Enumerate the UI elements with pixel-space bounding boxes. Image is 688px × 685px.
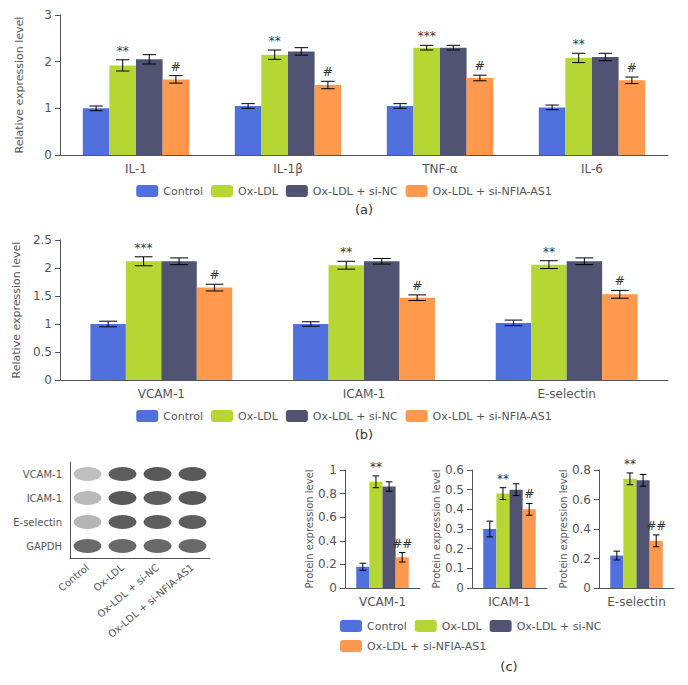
- svg-text:0.2: 0.2: [445, 542, 464, 556]
- svg-text:#: #: [475, 59, 485, 73]
- svg-text:0.5: 0.5: [445, 483, 464, 497]
- svg-text:0.8: 0.8: [318, 487, 337, 501]
- svg-text:**: **: [370, 460, 382, 474]
- svg-text:***: ***: [418, 29, 436, 43]
- svg-text:2.5: 2.5: [33, 233, 52, 247]
- svg-text:0: 0: [44, 148, 52, 162]
- svg-text:Control: Control: [163, 410, 203, 423]
- svg-text:Ox-LDL + si-NFIA-AS1: Ox-LDL + si-NFIA-AS1: [433, 185, 552, 198]
- svg-text:Protein expression level: Protein expression level: [558, 469, 569, 588]
- svg-text:Ox-LDL + si-NC: Ox-LDL + si-NC: [517, 620, 602, 633]
- svg-text:**: **: [340, 245, 352, 259]
- svg-text:ICAM-1: ICAM-1: [27, 493, 62, 504]
- svg-text:#: #: [412, 279, 422, 293]
- svg-text:Relative expression level: Relative expression level: [13, 17, 26, 154]
- svg-text:IL-1: IL-1: [125, 162, 147, 176]
- svg-text:E-selectin: E-selectin: [607, 595, 666, 609]
- svg-text:**: **: [117, 44, 129, 58]
- svg-text:0.3: 0.3: [445, 522, 464, 536]
- svg-text:Ox-LDL + si-NC: Ox-LDL + si-NC: [313, 185, 398, 198]
- svg-text:Ox-LDL + si-NC: Ox-LDL + si-NC: [313, 410, 398, 423]
- svg-text:Ox-LDL + si-NFIA-AS1: Ox-LDL + si-NFIA-AS1: [106, 562, 196, 640]
- svg-text:0: 0: [583, 581, 591, 595]
- svg-text:IL-6: IL-6: [581, 162, 603, 176]
- svg-text:Control: Control: [163, 185, 203, 198]
- svg-text:#: #: [524, 487, 534, 501]
- svg-text:TNF-α: TNF-α: [421, 162, 458, 176]
- svg-text:Control: Control: [56, 562, 91, 594]
- svg-text:0.4: 0.4: [318, 534, 337, 548]
- svg-text:0.4: 0.4: [572, 522, 591, 536]
- svg-text:0.1: 0.1: [445, 561, 464, 575]
- svg-text:E-selectin: E-selectin: [537, 387, 596, 401]
- svg-text:#: #: [615, 274, 625, 288]
- svg-text:Protein expression level: Protein expression level: [431, 469, 442, 588]
- svg-text:2: 2: [44, 261, 52, 275]
- svg-text:0.2: 0.2: [318, 557, 337, 571]
- svg-text:VCAM-1: VCAM-1: [359, 595, 406, 609]
- svg-text:**: **: [573, 37, 585, 51]
- svg-text:**: **: [269, 34, 281, 48]
- svg-text:Ox-LDL: Ox-LDL: [238, 185, 279, 198]
- svg-text:Ox-LDL + si-NFIA-AS1: Ox-LDL + si-NFIA-AS1: [367, 640, 486, 653]
- svg-text:0.8: 0.8: [572, 463, 591, 477]
- svg-text:IL-1β: IL-1β: [273, 162, 303, 176]
- svg-text:Protein expression level: Protein expression level: [304, 469, 315, 588]
- svg-text:VCAM-1: VCAM-1: [23, 469, 62, 480]
- svg-text:Ox-LDL + si-NFIA-AS1: Ox-LDL + si-NFIA-AS1: [433, 410, 552, 423]
- svg-text:(b): (b): [355, 427, 373, 442]
- svg-text:GAPDH: GAPDH: [26, 541, 62, 552]
- svg-text:##: ##: [392, 537, 412, 551]
- svg-text:0: 0: [44, 373, 52, 387]
- svg-text:ICAM-1: ICAM-1: [343, 387, 385, 401]
- svg-text:E-selectin: E-selectin: [13, 517, 62, 528]
- svg-text:0.5: 0.5: [33, 345, 52, 359]
- svg-text:#: #: [627, 61, 637, 75]
- svg-text:3: 3: [44, 8, 52, 22]
- svg-text:#: #: [210, 268, 220, 282]
- svg-text:1.5: 1.5: [33, 289, 52, 303]
- svg-text:0: 0: [456, 581, 464, 595]
- svg-text:#: #: [171, 60, 181, 74]
- svg-text:1: 1: [44, 317, 52, 331]
- svg-text:**: **: [543, 245, 555, 259]
- svg-text:**: **: [624, 457, 636, 471]
- svg-text:Ox-LDL: Ox-LDL: [238, 410, 279, 423]
- svg-text:ICAM-1: ICAM-1: [488, 595, 530, 609]
- svg-text:(c): (c): [500, 659, 517, 674]
- svg-text:Control: Control: [367, 620, 407, 633]
- svg-text:0.6: 0.6: [318, 510, 337, 524]
- svg-text:Ox-LDL: Ox-LDL: [442, 620, 483, 633]
- svg-text:2: 2: [44, 55, 52, 69]
- svg-text:**: **: [497, 472, 509, 486]
- svg-text:VCAM-1: VCAM-1: [138, 387, 185, 401]
- svg-text:0.6: 0.6: [445, 463, 464, 477]
- svg-text:***: ***: [135, 241, 153, 255]
- svg-text:##: ##: [646, 519, 666, 533]
- svg-text:0: 0: [329, 581, 337, 595]
- svg-text:1: 1: [329, 463, 337, 477]
- svg-text:0.2: 0.2: [572, 552, 591, 566]
- svg-text:(a): (a): [355, 202, 373, 217]
- svg-text:Ox-LDL + si-NC: Ox-LDL + si-NC: [95, 562, 161, 620]
- svg-text:1: 1: [44, 101, 52, 115]
- svg-text:#: #: [323, 65, 333, 79]
- svg-text:0.4: 0.4: [445, 502, 464, 516]
- svg-text:Relative expression level: Relative expression level: [10, 242, 23, 379]
- svg-text:0.6: 0.6: [572, 493, 591, 507]
